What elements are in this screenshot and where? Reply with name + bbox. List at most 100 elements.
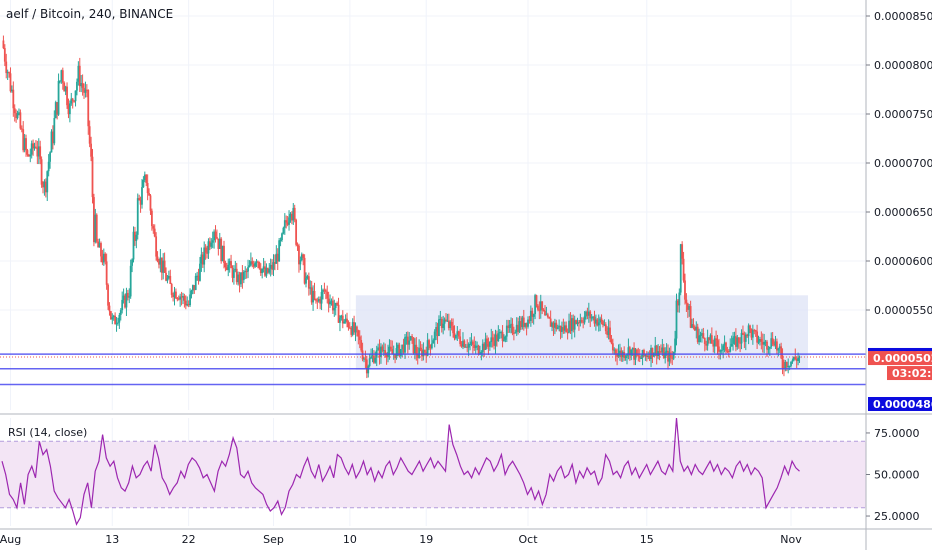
candle-body (529, 310, 532, 322)
candle-body (329, 301, 331, 305)
candle-body (101, 256, 104, 263)
time-tick-label: 13 (105, 533, 119, 546)
candle-body (552, 322, 555, 328)
candle-body (685, 299, 688, 304)
candle-body (549, 318, 552, 327)
candle-body (614, 349, 617, 354)
candle-body (80, 82, 83, 87)
candle-body (296, 244, 299, 246)
candle-body (798, 356, 801, 358)
candle-body (88, 126, 91, 144)
candle-body (563, 325, 566, 331)
candle-body (702, 333, 705, 338)
candle-body (67, 105, 70, 115)
candle-body (751, 330, 754, 338)
candle-body (18, 112, 20, 114)
candle-body (111, 317, 114, 320)
candle-body (146, 182, 149, 194)
candle-body (777, 348, 780, 351)
candle-body (555, 322, 558, 329)
candle-body (727, 351, 730, 353)
candle-body (674, 338, 676, 352)
candle-body (693, 327, 696, 331)
candle-body (15, 113, 18, 119)
candle-body (173, 291, 176, 298)
candle-body (453, 333, 456, 339)
candle-body (447, 320, 450, 329)
candle-body (611, 343, 614, 351)
candle-body (109, 311, 112, 320)
candle-body (348, 327, 351, 329)
candle-body (170, 283, 173, 295)
candle-body (315, 298, 317, 301)
candle-body (145, 174, 148, 183)
candle-body (723, 342, 726, 346)
candle-body (35, 146, 37, 148)
candle-body (49, 152, 51, 162)
candle-body (617, 353, 620, 357)
candle-body (467, 344, 470, 348)
candle-body (141, 187, 143, 205)
candle-body (754, 330, 757, 332)
candle-body (460, 344, 463, 347)
candle-body (283, 220, 286, 228)
candle-body (148, 193, 150, 196)
candle-body (771, 338, 774, 345)
candle-body (667, 350, 669, 362)
candle-body (464, 346, 467, 348)
candle-body (580, 320, 583, 322)
candle-body (528, 319, 531, 322)
candle-body (515, 324, 518, 333)
candle-body (257, 261, 259, 263)
candle-body (365, 359, 368, 374)
candle-body (729, 346, 732, 352)
candle-body (374, 357, 377, 363)
candle-body (391, 349, 394, 354)
candle-body (476, 345, 479, 347)
candle-body (491, 337, 494, 341)
candle-body (760, 339, 763, 342)
candle-body (636, 349, 638, 356)
candle-body (340, 315, 343, 318)
candle-body (585, 311, 587, 317)
candle-body (545, 314, 548, 316)
candle-body (179, 296, 182, 300)
candle-body (347, 322, 350, 328)
candle-body (93, 197, 95, 243)
candle-body (135, 234, 138, 241)
candle-body (74, 90, 77, 102)
candle-body (196, 275, 199, 277)
candle-body (459, 336, 462, 345)
candle-body (339, 317, 341, 323)
candle-body (583, 316, 586, 323)
candle-body (372, 355, 375, 363)
candle-body (510, 323, 512, 325)
candle-body (548, 317, 551, 319)
candle-body (2, 40, 5, 49)
candle-body (449, 321, 452, 329)
candle-body (443, 319, 446, 324)
candle-body (211, 240, 214, 243)
candle-body (569, 320, 572, 332)
candle-body (107, 284, 109, 306)
candle-body (623, 351, 626, 358)
candle-body (531, 310, 534, 317)
candle-body (624, 356, 627, 358)
candle-body (115, 323, 118, 325)
candle-body (742, 332, 744, 335)
candle-body (176, 298, 179, 300)
candle-body (201, 254, 204, 265)
candle-body (200, 254, 203, 264)
candle-body (753, 330, 756, 332)
candle-body (126, 292, 129, 298)
candle-body (774, 341, 777, 346)
candle-body (326, 291, 329, 299)
candle-body (162, 260, 165, 273)
candle-body (206, 252, 208, 254)
candle-body (47, 161, 50, 172)
candle-body (411, 336, 413, 338)
candle-body (240, 272, 242, 285)
candle-body (152, 226, 155, 229)
